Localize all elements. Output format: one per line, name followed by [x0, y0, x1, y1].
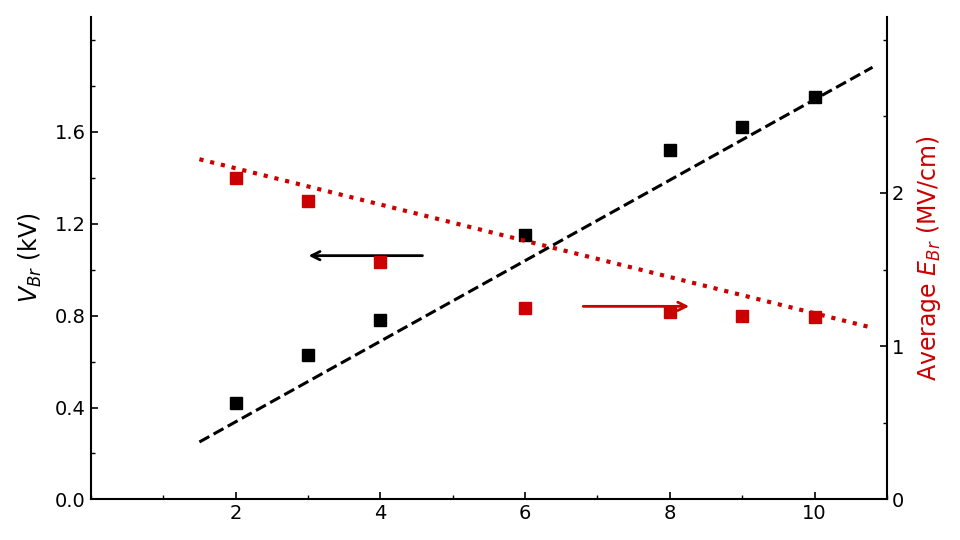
Y-axis label: Average $E_{Br}$ (MV/cm): Average $E_{Br}$ (MV/cm) [915, 135, 944, 381]
Y-axis label: $V_{Br}$ (kV): $V_{Br}$ (kV) [16, 213, 44, 303]
